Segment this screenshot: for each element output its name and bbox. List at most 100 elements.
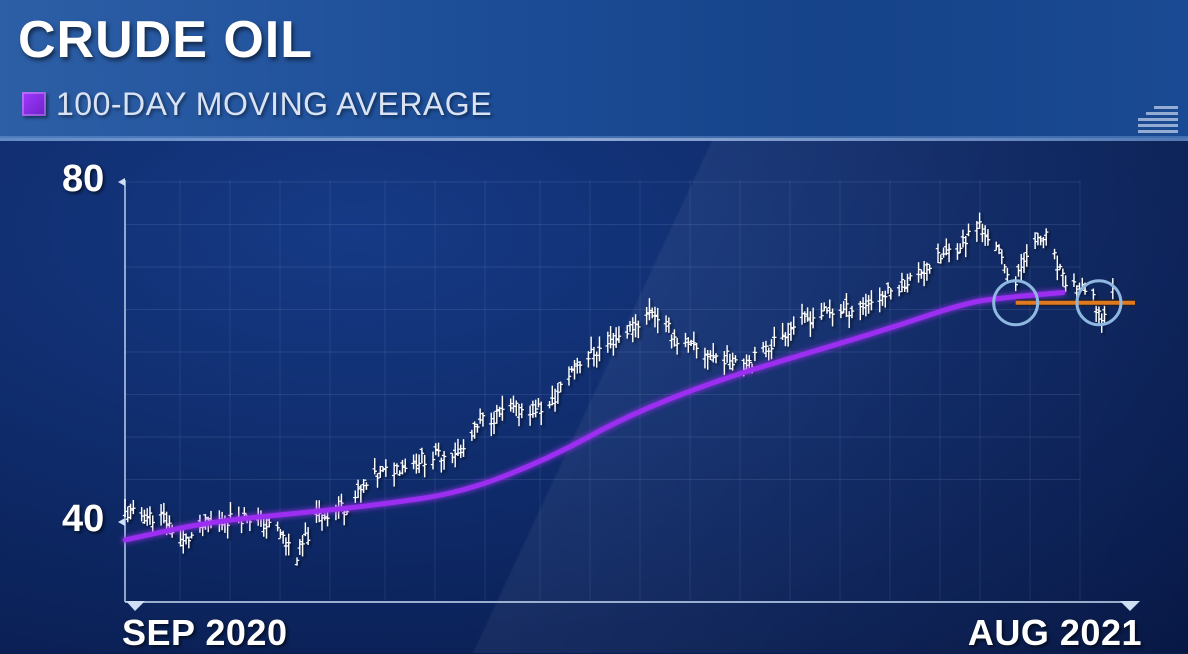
price-bar [533,399,538,418]
price-bar [1096,306,1102,324]
highlight-circle [992,279,1040,327]
price-bar [649,307,655,319]
price-bar [866,295,871,314]
price-bar [552,388,558,412]
price-bar [633,314,638,338]
price-bar [977,212,982,229]
price-bar [888,288,894,300]
price-bar [225,520,230,539]
price-bar [666,317,672,333]
price-bar [644,307,649,325]
price-bar [477,408,483,424]
price-bar [885,282,891,294]
price-bar [450,452,455,464]
price-bar [799,303,805,325]
price-bar [1002,264,1007,274]
price-bar [433,443,438,456]
price-bar [142,509,147,524]
price-bar [605,331,611,353]
price-bar [802,311,808,323]
price-bar [242,507,247,518]
price-bar [769,339,774,360]
price-bar [1032,232,1038,249]
price-bar [841,301,846,314]
price-bar [944,238,949,256]
price-bar [686,337,691,353]
price-bar [921,260,927,287]
price-bar [497,406,502,417]
price-bar [760,341,766,353]
y-tick-marker-80 [118,178,125,186]
price-bar [555,383,561,404]
price-bar [147,506,153,525]
price-bar [636,320,641,339]
price-bar [355,479,361,499]
y-tick-label: 40 [62,498,105,540]
highlight-circle [1075,279,1123,327]
price-bar [838,304,844,319]
price-bar [222,515,228,533]
price-bar [830,308,835,327]
price-bar [960,229,966,248]
price-bar [766,345,771,361]
price-bar [896,284,902,297]
price-bar [489,412,494,437]
price-bar [158,504,164,526]
price-bar [724,345,730,363]
price-bar [181,530,186,554]
price-bar [1038,235,1043,246]
price-bar [519,403,524,419]
price-bar [128,503,133,520]
price-bar [974,221,980,242]
price-bar [516,403,522,427]
price-bar [1019,253,1024,281]
y-tick-label: 80 [62,158,105,200]
price-bar [1060,268,1066,287]
price-bar [294,557,300,566]
price-bar [394,463,400,474]
price-bar [131,499,136,515]
price-bar [708,350,713,361]
price-bar [527,405,533,426]
price-bar [808,311,813,337]
price-bar [727,353,733,370]
price-bar [713,353,719,364]
header-bar: CRUDE OIL 100-DAY MOVING AVERAGE [0,0,1188,138]
price-bars [122,212,1116,566]
price-bar [439,457,444,473]
price-bar [455,438,461,456]
price-bar [322,513,327,521]
price-bar [1055,255,1060,281]
price-bar [683,332,688,348]
price-bar [674,337,680,355]
grid-lines [125,180,1081,600]
annotations-layer [992,279,1135,327]
price-bar [530,400,536,418]
price-bar [303,522,308,537]
price-bar [469,429,475,441]
chart-title: CRUDE OIL [18,11,313,69]
price-bar [261,516,266,537]
price-bar [441,451,447,470]
price-bar [733,355,738,363]
price-bar [472,421,477,439]
price-bar [1071,273,1077,287]
price-bar [963,235,968,258]
price-bar [536,398,541,410]
price-bar [280,530,286,544]
price-bar [144,508,150,526]
price-bar [588,336,594,354]
price-bar [1102,305,1107,324]
price-bar [491,411,497,435]
price-bar [375,473,380,488]
price-bar [275,521,280,532]
price-bar [880,291,885,306]
header-divider [0,138,1188,141]
price-bar [358,484,364,503]
price-bar [994,241,999,252]
price-bar [125,506,130,523]
menu-lines-icon [1138,106,1178,133]
price-bar [1035,232,1041,246]
price-bar [1093,305,1099,322]
